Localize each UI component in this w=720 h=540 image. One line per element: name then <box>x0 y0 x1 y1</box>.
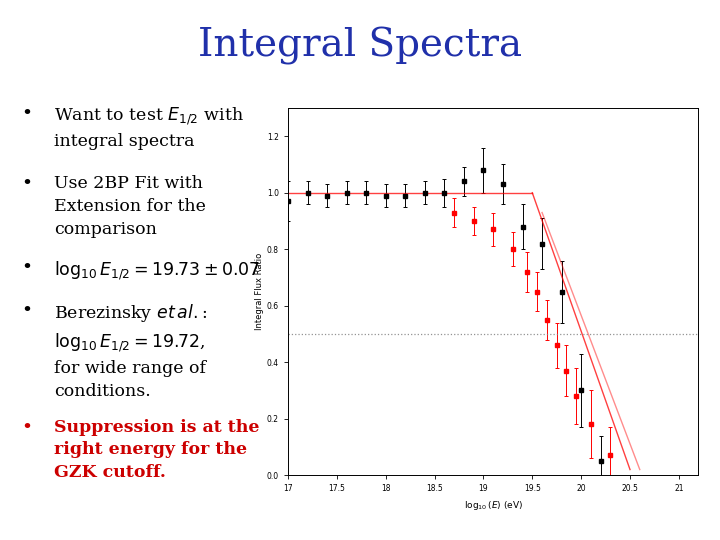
Text: •: • <box>22 176 32 193</box>
Text: Use 2BP Fit with
Extension for the
comparison: Use 2BP Fit with Extension for the compa… <box>54 176 206 238</box>
Text: •: • <box>22 302 32 320</box>
Text: Integral Spectra: Integral Spectra <box>198 27 522 65</box>
Text: Berezinsky $\mathit{et\,al.}$:
$\log_{10}E_{1/2} = 19.72$,
for wide range of
con: Berezinsky $\mathit{et\,al.}$: $\log_{10… <box>54 302 207 400</box>
Text: Want to test $E_{1/2}$ with
integral spectra: Want to test $E_{1/2}$ with integral spe… <box>54 105 244 150</box>
Text: Suppression is at the
right energy for the
GZK cutoff.: Suppression is at the right energy for t… <box>54 418 259 481</box>
Text: •: • <box>22 105 32 123</box>
Text: $\log_{10}E_{1/2} = 19.73 \pm 0.07$: $\log_{10}E_{1/2} = 19.73 \pm 0.07$ <box>54 259 260 282</box>
Text: •: • <box>22 259 32 277</box>
X-axis label: $\log_{10}(E)$ (eV): $\log_{10}(E)$ (eV) <box>464 499 523 512</box>
Text: •: • <box>22 418 32 436</box>
Y-axis label: Integral Flux Ratio: Integral Flux Ratio <box>255 253 264 330</box>
